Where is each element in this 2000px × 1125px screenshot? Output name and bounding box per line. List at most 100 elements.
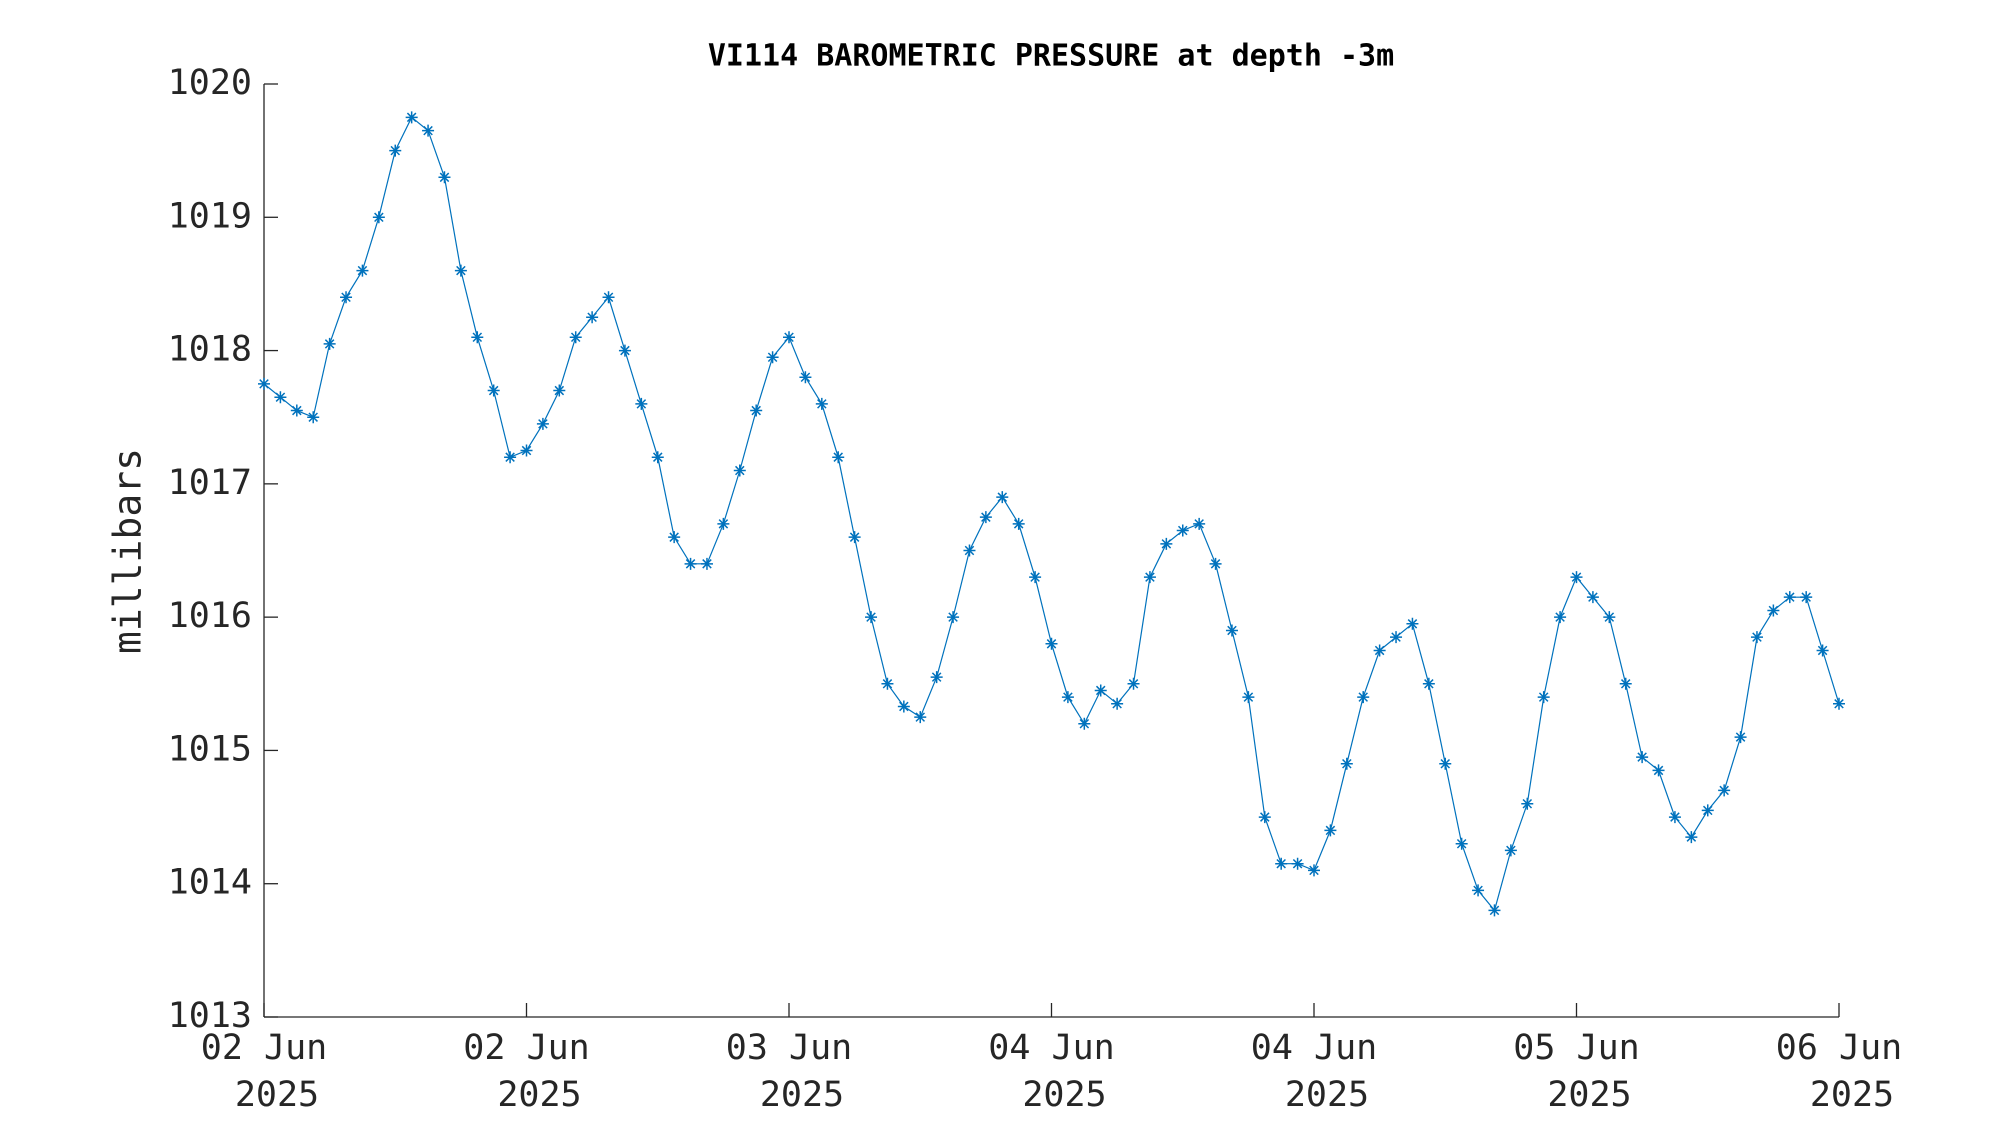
marker xyxy=(487,384,500,397)
marker xyxy=(323,337,336,350)
marker xyxy=(438,171,451,184)
marker xyxy=(1554,611,1567,624)
marker xyxy=(865,611,878,624)
marker xyxy=(1193,517,1206,530)
marker xyxy=(996,491,1009,504)
marker xyxy=(1209,557,1222,570)
marker xyxy=(553,384,566,397)
marker xyxy=(1685,831,1698,844)
y-tick-label: 1016 xyxy=(168,596,252,636)
marker xyxy=(963,544,976,557)
chart-title: VI114 BAROMETRIC PRESSURE at depth -3m xyxy=(708,39,1394,74)
marker xyxy=(1800,591,1813,604)
marker xyxy=(684,557,697,570)
marker xyxy=(1258,811,1271,824)
marker xyxy=(1783,591,1796,604)
marker xyxy=(405,111,418,124)
marker xyxy=(651,451,664,464)
x-tick-label: 2025 xyxy=(760,1075,844,1115)
marker xyxy=(1521,797,1534,810)
marker xyxy=(1324,824,1337,837)
marker xyxy=(536,417,549,430)
marker xyxy=(832,451,845,464)
marker xyxy=(1488,904,1501,917)
marker xyxy=(372,211,385,224)
marker xyxy=(1340,757,1353,770)
x-tick-label: 2025 xyxy=(1285,1075,1369,1115)
marker xyxy=(586,311,599,324)
x-tick-label: 02 Jun xyxy=(201,1028,327,1068)
marker xyxy=(569,331,582,344)
marker xyxy=(1373,644,1386,657)
x-tick-label: 02 Jun xyxy=(463,1028,589,1068)
marker xyxy=(783,331,795,344)
marker xyxy=(1143,571,1156,584)
marker xyxy=(1291,857,1304,870)
marker xyxy=(1833,697,1845,710)
marker xyxy=(1439,757,1452,770)
y-tick-label: 1018 xyxy=(168,330,252,370)
marker xyxy=(1275,857,1288,870)
marker xyxy=(1045,637,1058,650)
y-axis-label: millibars xyxy=(106,448,150,654)
marker xyxy=(471,331,484,344)
marker xyxy=(1734,731,1747,744)
marker xyxy=(947,611,960,624)
marker xyxy=(668,531,681,544)
marker xyxy=(1406,617,1419,630)
marker xyxy=(700,557,713,570)
marker xyxy=(1718,784,1731,797)
marker xyxy=(1357,691,1370,704)
y-tick-label: 1014 xyxy=(168,863,252,903)
marker xyxy=(1636,751,1649,764)
marker xyxy=(1750,631,1763,644)
marker xyxy=(979,511,992,524)
marker xyxy=(504,451,517,464)
marker xyxy=(422,124,435,137)
y-tick-label: 1020 xyxy=(168,63,252,103)
marker xyxy=(1816,644,1829,657)
x-tick-label: 04 Jun xyxy=(988,1028,1114,1068)
x-tick-label: 2025 xyxy=(235,1075,319,1115)
marker xyxy=(340,291,353,304)
marker xyxy=(799,371,812,384)
marker xyxy=(520,444,533,457)
x-tick-label: 06 Jun xyxy=(1776,1028,1902,1068)
marker xyxy=(1061,691,1074,704)
marker xyxy=(618,344,631,357)
x-tick-label: 05 Jun xyxy=(1513,1028,1639,1068)
x-tick-label: 2025 xyxy=(1022,1075,1106,1115)
marker xyxy=(356,264,369,277)
marker xyxy=(848,531,861,544)
marker xyxy=(914,711,927,724)
x-tick-label: 03 Jun xyxy=(726,1028,852,1068)
marker xyxy=(1570,571,1583,584)
marker xyxy=(307,411,320,424)
marker xyxy=(1472,884,1485,897)
marker xyxy=(766,351,779,364)
x-tick-label: 2025 xyxy=(497,1075,581,1115)
marker xyxy=(1537,691,1550,704)
marker xyxy=(881,677,894,690)
marker xyxy=(815,397,828,410)
marker xyxy=(1012,517,1025,530)
marker xyxy=(1455,837,1468,850)
marker xyxy=(1767,604,1780,617)
marker xyxy=(1160,537,1173,550)
marker xyxy=(389,144,402,157)
marker xyxy=(1668,811,1681,824)
marker xyxy=(274,391,287,404)
y-tick-label: 1017 xyxy=(168,463,252,503)
marker xyxy=(1308,864,1320,877)
marker xyxy=(454,264,467,277)
marker xyxy=(1504,844,1517,857)
x-tick-label: 2025 xyxy=(1547,1075,1631,1115)
marker xyxy=(1603,611,1616,624)
marker xyxy=(750,404,763,417)
marker xyxy=(733,464,746,477)
marker xyxy=(1586,591,1599,604)
marker xyxy=(1029,571,1042,584)
marker xyxy=(1127,677,1140,690)
